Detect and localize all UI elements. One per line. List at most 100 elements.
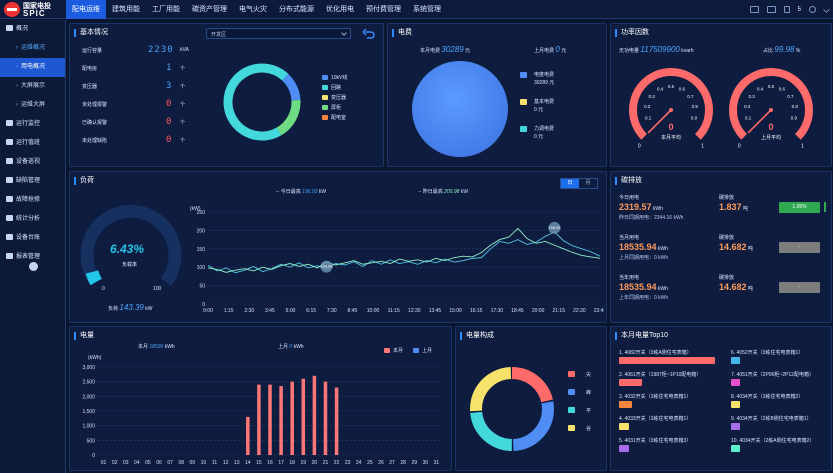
nav-item-2[interactable]: 建筑用能 <box>112 6 140 13</box>
sidebar-item-13[interactable]: 报表管理 <box>0 248 65 267</box>
nav-item-6[interactable]: 分布式能源 <box>279 6 314 13</box>
basic-row-value: 0 <box>166 117 173 127</box>
bell-icon[interactable] <box>783 6 790 13</box>
energy-bar[interactable] <box>312 375 317 455</box>
sidebar-item-4[interactable]: › 大屏展示 <box>0 77 65 96</box>
fee-legend-swatch <box>520 126 527 132</box>
pf-tick-label: 0.9 <box>691 115 698 120</box>
nav-item-3[interactable]: 工厂用能 <box>152 6 180 13</box>
basic-legend-item[interactable]: 变压器 <box>322 94 346 101</box>
basic-legend-item[interactable]: 10kV线 <box>322 74 347 81</box>
energy-last-month-value: 0 <box>289 344 293 350</box>
tab-day[interactable]: 日 <box>561 179 579 188</box>
sidebar-item-5[interactable]: › 运维大屏 <box>0 96 65 115</box>
energy-x-tick: 08 <box>178 460 184 466</box>
sidebar-item-8[interactable]: 设备巡视 <box>0 153 65 172</box>
top10-item-label: 8. 4034开关（3栋住宅电表箱2） <box>731 394 804 400</box>
carbon-change-badge: - <box>779 282 820 293</box>
composition-slice[interactable] <box>470 367 554 451</box>
sidebar-item-1[interactable]: 概况 <box>0 20 65 39</box>
fee-this-month-label: 本月电费 <box>420 48 441 54</box>
basic-row-value: 0 <box>166 99 173 109</box>
composition-donut <box>470 367 554 451</box>
nav-item-8[interactable]: 预付费管理 <box>366 6 401 13</box>
alarm-count[interactable]: 5 <box>797 6 801 13</box>
basic-legend-item[interactable]: 屏柜 <box>322 104 341 111</box>
fee-this-month: 本月电费 30289 元 <box>420 45 470 54</box>
carbon-co: 14.682 吨 <box>719 282 753 292</box>
load-x-tick: 13:45 <box>429 308 442 314</box>
energy-bar[interactable] <box>290 381 294 455</box>
monitor-icon[interactable] <box>749 6 759 13</box>
main-nav: 配电运维 建筑用能 工厂用能 碳资产管理 电气火灾 分布式能源 优化用电 预付费管理 系统管理 <box>66 0 447 19</box>
pf-gauge-arc <box>629 68 713 140</box>
energy-legend-this[interactable]: 本月 <box>384 347 403 354</box>
top10-item-bar <box>619 401 633 408</box>
carbon-energy: 18535.94 kWh <box>619 282 668 292</box>
pf-gauge-value: 0 <box>768 122 773 132</box>
composition-legend-swatch <box>568 425 575 431</box>
carbon-co: 14.682 吨 <box>719 242 753 252</box>
composition-legend-label: 谷 <box>586 426 592 432</box>
energy-legend-last[interactable]: 上月 <box>413 347 432 354</box>
top10-item-bar <box>619 445 629 452</box>
load-x-tick: 22:30 <box>573 308 586 314</box>
legend-label: 10kV线 <box>331 75 348 81</box>
carbon-panel: 碳排放 今日用电 2319.57 kWh 昨日同期用电：2344.16 kWh 碳排放… <box>610 171 832 323</box>
basic-row-label: 未处理缺陷 <box>82 138 108 144</box>
energy-x-tick: 07 <box>167 460 173 466</box>
sidebar-item-7[interactable]: 运行值班 <box>0 134 65 153</box>
legend-swatch <box>322 115 328 121</box>
top10-item-label: 6. 4052开关（3栋住宅电表箱1） <box>731 350 804 356</box>
legend-label: 屏柜 <box>331 105 342 111</box>
energy-bar[interactable] <box>257 384 261 455</box>
energy-x-tick: 11 <box>212 460 217 466</box>
tab-month[interactable]: 月 <box>585 180 591 186</box>
pf-ratio-unit: % <box>795 48 801 54</box>
energy-bar[interactable] <box>323 381 328 455</box>
nav-item-4[interactable]: 碳资产管理 <box>192 6 227 13</box>
sidebar-item-12[interactable]: 设备台账 <box>0 229 65 248</box>
load-x-tick: 10:00 <box>367 308 380 314</box>
nav-item-9[interactable]: 系统管理 <box>413 6 441 13</box>
energy-x-tick: 01 <box>101 460 107 466</box>
pf-tick-label: 0.7 <box>787 94 794 99</box>
nav-item-5[interactable]: 电气火灾 <box>239 6 267 13</box>
top10-item-bar <box>619 357 715 364</box>
energy-last-month-label: 上月 <box>278 344 289 350</box>
energy-bar[interactable] <box>279 386 283 455</box>
composition-slice[interactable] <box>470 367 554 451</box>
energy-bar[interactable] <box>301 378 306 455</box>
logo-text-en: SPIC <box>23 9 46 18</box>
pf-tick-label: 0.4 <box>757 87 764 92</box>
basic-legend-item[interactable]: 回路 <box>322 84 341 91</box>
chevron-down-icon[interactable] <box>822 5 831 14</box>
sidebar-item-11[interactable]: 统计分析 <box>0 210 65 229</box>
sidebar-item-9[interactable]: 缺陷管理 <box>0 172 65 191</box>
energy-bar[interactable] <box>268 384 272 455</box>
area-select[interactable]: 开发区 <box>206 28 351 39</box>
pf-tick-label: 0.8 <box>692 104 699 109</box>
basic-legend-item[interactable]: 配电室 <box>322 114 346 121</box>
sidebar-collapse-button[interactable] <box>29 262 38 271</box>
top10-item-bar <box>731 445 740 452</box>
sidebar-item-label: 用电概况 <box>21 64 46 70</box>
user-icon[interactable] <box>809 6 816 13</box>
sidebar-item-10[interactable]: 故障抢修 <box>0 191 65 210</box>
pf-gauge-label: 上月平均 <box>761 134 781 141</box>
nav-item-7[interactable]: 优化用电 <box>326 6 354 13</box>
nav-item-1[interactable]: 配电运维 <box>66 0 106 19</box>
sidebar-item-2[interactable]: › 运维概况 <box>0 39 65 58</box>
carbon-title: 碳排放 <box>615 177 642 185</box>
back-icon[interactable] <box>362 28 376 40</box>
carbon-co-label: 碳排放 <box>719 195 735 201</box>
fee-panel: 电费 本月电费 30289 元 上月电费 0 元 电度电费 30289 元基本电费… <box>387 23 607 167</box>
chevron-right-icon: › <box>16 83 18 89</box>
peak-marker <box>548 221 561 234</box>
composition-slice[interactable] <box>470 367 554 451</box>
energy-bar[interactable] <box>246 416 250 455</box>
sidebar-item-3[interactable]: › 用电概况 <box>0 58 65 77</box>
fullscreen-icon[interactable] <box>766 6 776 13</box>
sidebar-item-6[interactable]: 运行监控 <box>0 115 65 134</box>
energy-bar[interactable] <box>334 387 339 455</box>
